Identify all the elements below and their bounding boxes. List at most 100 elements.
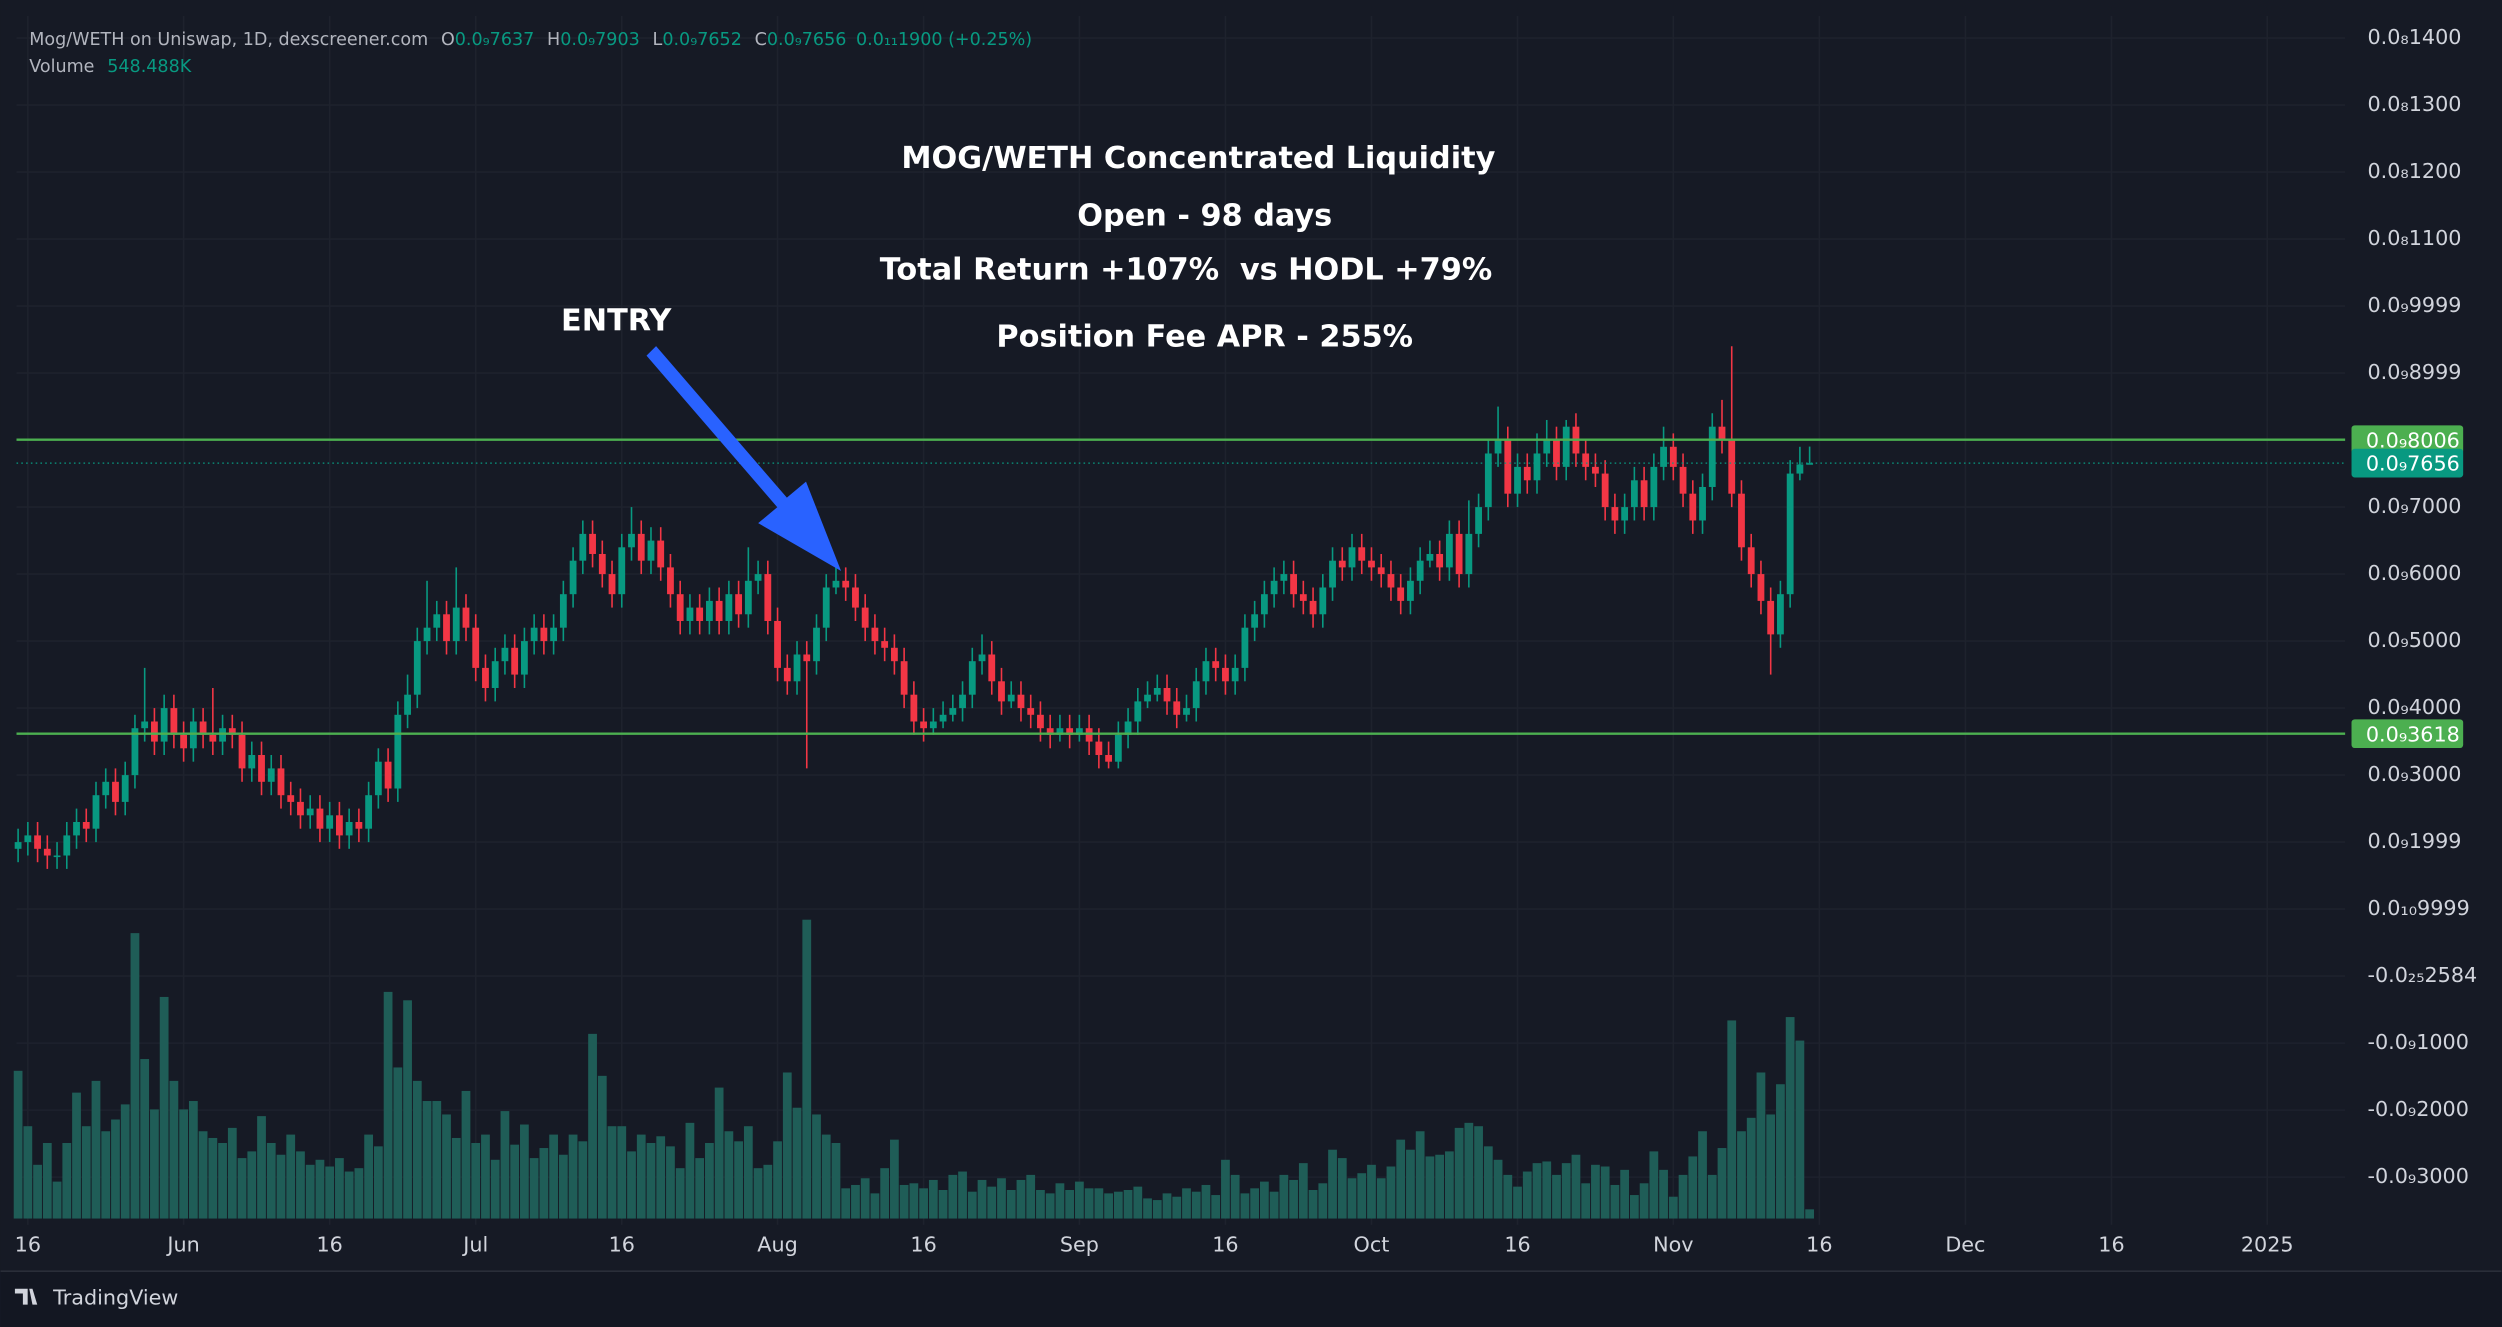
candle-body bbox=[988, 654, 996, 682]
volume-bar bbox=[1493, 1159, 1503, 1219]
candle-body bbox=[491, 661, 499, 688]
volume-bar bbox=[1435, 1154, 1445, 1219]
volume-bar bbox=[1240, 1193, 1250, 1219]
candle-body bbox=[63, 835, 71, 856]
x-tick-label: Sep bbox=[1060, 1233, 1099, 1257]
candle-body bbox=[404, 694, 411, 715]
candle-body bbox=[228, 728, 236, 735]
volume-bar bbox=[1717, 1148, 1727, 1219]
volume-bar bbox=[1259, 1181, 1269, 1219]
candle-body bbox=[394, 714, 402, 789]
y-tick-label: 0.0₈1100 bbox=[2367, 226, 2461, 250]
candle-body bbox=[267, 768, 275, 782]
volume-bar bbox=[1561, 1163, 1571, 1219]
volume-bar bbox=[782, 1072, 792, 1219]
volume-bar bbox=[1513, 1186, 1522, 1219]
candle-body bbox=[1397, 587, 1405, 601]
candle-body bbox=[501, 647, 509, 662]
candle-body bbox=[1699, 486, 1706, 521]
volume-bar bbox=[1591, 1164, 1600, 1219]
volume-bar bbox=[948, 1174, 958, 1219]
candle-body bbox=[1407, 580, 1414, 601]
axes: 0.0₈1400 0.0₈1300 0.0₈1200 0.0₈1100 0.0₉9999… bbox=[15, 25, 2478, 1257]
candle-body bbox=[842, 580, 850, 588]
candle-body bbox=[443, 614, 450, 642]
y-tick-label: -0.0₉2000 bbox=[2367, 1097, 2468, 1121]
candle-body bbox=[1105, 754, 1113, 762]
candle-body bbox=[1299, 594, 1307, 601]
candle-body bbox=[258, 754, 265, 782]
candle-body bbox=[1630, 480, 1638, 508]
volume-bar bbox=[1707, 1174, 1717, 1219]
volume-bar bbox=[62, 1142, 72, 1219]
candle-body bbox=[73, 821, 80, 836]
y-tick-label: -0.0₂₅2584 bbox=[2367, 963, 2477, 987]
candle-body bbox=[1231, 667, 1239, 682]
ohlc-key: O bbox=[441, 30, 455, 50]
candle-body bbox=[1251, 614, 1259, 628]
candle-body bbox=[1514, 466, 1521, 494]
candle-body bbox=[1689, 493, 1697, 521]
volume-bar bbox=[539, 1148, 549, 1219]
volume-bar bbox=[354, 1168, 364, 1219]
candle-body bbox=[1757, 574, 1765, 601]
volume-bar bbox=[364, 1134, 373, 1219]
candle-body bbox=[569, 560, 577, 595]
candle-body bbox=[754, 574, 762, 581]
volume-bar bbox=[549, 1134, 558, 1219]
volume-bar bbox=[188, 1101, 198, 1219]
volume-bar bbox=[675, 1168, 685, 1219]
volume-bar bbox=[1756, 1072, 1766, 1219]
candle-body bbox=[248, 754, 256, 769]
candle-body bbox=[744, 580, 752, 615]
candle-body bbox=[121, 775, 129, 802]
volume-key: Volume bbox=[29, 57, 94, 77]
candle-body bbox=[1134, 701, 1142, 722]
volume-bar bbox=[169, 1080, 179, 1219]
candle-body bbox=[725, 594, 733, 621]
x-tick-label: 16 bbox=[1806, 1233, 1832, 1257]
levels: 0.0₉8006 0.0₉3618 0.0₉7656 bbox=[16, 425, 2464, 749]
price-label-box bbox=[2351, 448, 2464, 478]
annotation-entry: ENTRY bbox=[561, 304, 672, 339]
volume-bar bbox=[1406, 1149, 1415, 1219]
candle-body bbox=[287, 795, 295, 802]
volume-bar bbox=[120, 1104, 130, 1219]
volume-bar bbox=[743, 1126, 753, 1219]
candle-body bbox=[1377, 567, 1385, 575]
volume-bar bbox=[919, 1188, 928, 1219]
volume-bar bbox=[1172, 1196, 1182, 1219]
y-tick-label: -0.0₉3000 bbox=[2367, 1164, 2468, 1188]
candle-body bbox=[929, 721, 937, 729]
volume-bar bbox=[646, 1142, 656, 1219]
candle-body bbox=[900, 661, 908, 695]
volume-bar bbox=[792, 1107, 802, 1219]
candle-body bbox=[1290, 574, 1297, 595]
candle-body bbox=[852, 587, 859, 608]
volume-bar bbox=[773, 1141, 782, 1219]
candle-body bbox=[1124, 721, 1132, 735]
volume-bar bbox=[344, 1171, 354, 1219]
candle-body bbox=[676, 594, 684, 621]
candle-body bbox=[861, 607, 869, 628]
volume-bar bbox=[1084, 1188, 1094, 1219]
candle-body bbox=[92, 795, 100, 829]
volume-bar bbox=[1639, 1183, 1649, 1219]
volume-bar bbox=[1620, 1169, 1630, 1219]
candle-body bbox=[608, 574, 616, 595]
ohlc-value: 0.0₉7652 bbox=[662, 30, 742, 50]
volume-bar bbox=[636, 1134, 646, 1219]
volume-bar bbox=[1036, 1190, 1045, 1219]
candle-body bbox=[53, 855, 61, 858]
candle-body bbox=[1475, 507, 1482, 534]
candle-body bbox=[1319, 587, 1327, 615]
candle-body bbox=[1017, 694, 1025, 709]
candle-body bbox=[1329, 560, 1336, 588]
candle-body bbox=[803, 654, 811, 662]
volume-pane bbox=[13, 919, 1815, 1219]
volume-bar bbox=[393, 1067, 403, 1219]
candle-body bbox=[131, 728, 139, 776]
volume-bar bbox=[1600, 1166, 1610, 1219]
candle-body bbox=[1553, 440, 1560, 467]
candle-body bbox=[326, 815, 334, 829]
